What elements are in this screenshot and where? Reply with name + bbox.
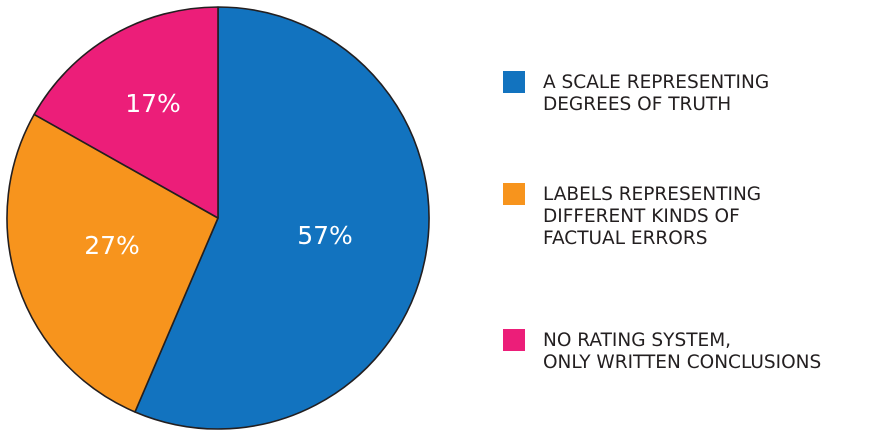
slice-label-1: 57% (297, 221, 353, 250)
legend-label-1-line-2: DEGREES OF TRUTH (543, 94, 731, 115)
slice-label-3: 17% (125, 89, 181, 118)
legend-label-3-line-2: ONLY WRITTEN CONCLUSIONS (543, 352, 821, 373)
legend-swatch-1 (503, 71, 525, 93)
legend-label-3-line-1: NO RATING SYSTEM, (543, 330, 731, 351)
pie-slice-1 (134, 6, 430, 430)
legend-label-2-line-3: FACTUAL ERRORS (543, 228, 707, 249)
pie-slice-labels: 57% 27% 17% (84, 89, 353, 260)
legend-swatch-3 (503, 329, 525, 351)
pie-slices (6, 6, 430, 430)
legend-label-2-line-1: LABELS REPRESENTING (543, 184, 761, 205)
pie-slice-3 (33, 6, 219, 219)
legend-label-2-line-2: DIFFERENT KINDS OF (543, 206, 740, 227)
legend-swatch-2 (503, 183, 525, 205)
slice-label-2: 27% (84, 231, 140, 260)
legend-label-1-line-1: A SCALE REPRESENTING (543, 72, 769, 93)
